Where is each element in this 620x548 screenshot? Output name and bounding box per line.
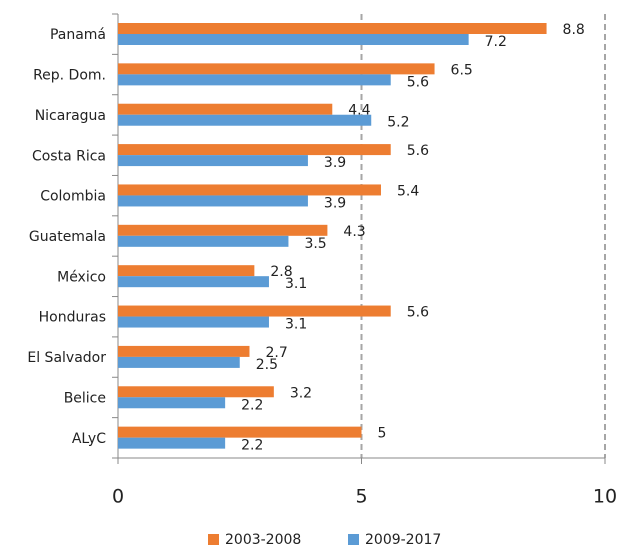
y-tick-label: Panamá [50, 27, 106, 43]
bar [118, 397, 226, 409]
data-label: 4.3 [343, 224, 365, 240]
data-label: 5.6 [407, 305, 429, 321]
x-tick-label: 0 [112, 486, 124, 508]
bar [118, 305, 391, 317]
data-label: 2.8 [270, 264, 292, 280]
bar [118, 184, 381, 196]
data-label: 3.9 [324, 155, 346, 171]
bar [118, 144, 391, 156]
x-tick-label: 10 [593, 486, 617, 508]
bar [118, 224, 328, 236]
legend-label: 2009-2017 [365, 532, 441, 548]
y-tick-label: Honduras [39, 310, 106, 326]
data-label: 5 [378, 426, 387, 442]
bar [118, 114, 372, 126]
data-label: 2.2 [241, 438, 263, 454]
y-tick-label: El Salvador [27, 350, 106, 366]
bar [118, 316, 269, 328]
y-tick-label: Belice [64, 390, 106, 406]
data-label: 3.1 [285, 276, 307, 292]
bar [118, 356, 240, 368]
data-label: 3.9 [324, 195, 346, 211]
data-label: 2.2 [241, 397, 263, 413]
bar [118, 103, 333, 115]
data-label: 8.8 [563, 22, 585, 38]
bar [118, 345, 250, 357]
bar [118, 34, 469, 45]
y-tick-label: México [57, 269, 106, 285]
data-label: 5.6 [407, 143, 429, 159]
y-tick-label: Costa Rica [32, 148, 106, 164]
data-label: 2.5 [256, 357, 278, 373]
x-tick-label: 5 [355, 486, 367, 508]
bar [118, 195, 308, 207]
legend-label: 2003-2008 [225, 532, 301, 548]
data-label: 5.6 [407, 74, 429, 90]
y-tick-label: Nicaragua [35, 108, 106, 124]
bar [118, 426, 362, 438]
bar [118, 74, 391, 86]
y-tick-label: ALyC [72, 431, 106, 447]
y-tick-label: Colombia [40, 189, 106, 205]
legend-swatch [348, 534, 359, 545]
bar [118, 386, 274, 398]
data-label: 6.5 [451, 62, 473, 78]
data-label: 5.4 [397, 183, 419, 199]
bar [118, 235, 289, 247]
data-label: 3.2 [290, 385, 312, 401]
data-label: 3.5 [304, 236, 326, 252]
data-label: 5.2 [387, 115, 409, 131]
data-label: 2.7 [265, 345, 287, 361]
data-label: 7.2 [485, 34, 507, 50]
bar [118, 63, 435, 75]
bar [118, 437, 226, 449]
bar [118, 23, 547, 34]
data-label: 3.1 [285, 317, 307, 333]
legend-swatch [208, 534, 219, 545]
y-tick-label: Guatemala [29, 229, 106, 245]
bar [118, 155, 308, 167]
y-tick-label: Rep. Dom. [33, 68, 106, 84]
bar [118, 265, 255, 277]
bar [118, 276, 269, 288]
